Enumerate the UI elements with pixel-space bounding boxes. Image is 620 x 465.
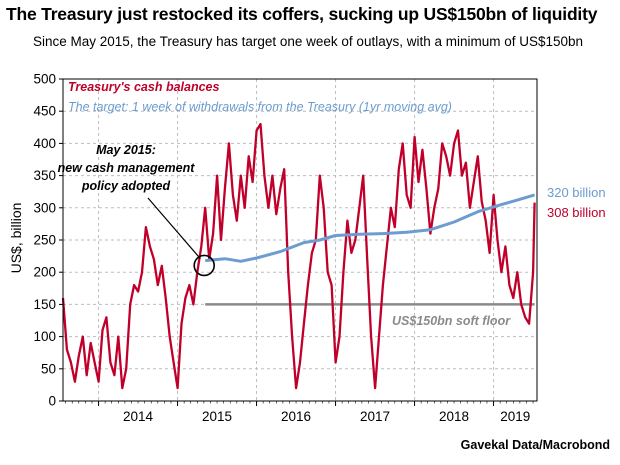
x-tick-label: 2016 (281, 409, 311, 424)
legend-cash-balances: Treasury's cash balances (68, 80, 219, 94)
y-tick-label: 300 (33, 200, 56, 215)
annotation-arrow (147, 197, 201, 259)
y-tick-label: 50 (41, 361, 56, 376)
y-tick-label: 0 (48, 394, 56, 409)
plot-frame (62, 78, 538, 402)
annotation-may-2015: May 2015: new cash management policy adopt… (58, 143, 215, 277)
legend-target: The target: 1 week of withdrawals from t… (68, 100, 452, 114)
series-cash-balances (61, 122, 536, 390)
chart-subtitle: Since May 2015, the Treasury has target … (33, 34, 584, 49)
series-target (205, 193, 536, 263)
y-tick-label: 250 (33, 233, 56, 248)
y-tick-label: 200 (33, 265, 56, 280)
series-lines (61, 122, 536, 390)
annotation-line: policy adopted (81, 179, 171, 193)
floor-label: US$150bn soft floor (392, 314, 511, 328)
y-tick-label: 400 (33, 136, 56, 151)
y-tick-label: 150 (33, 297, 56, 312)
x-tick-label: 2018 (439, 409, 469, 424)
source-note: Gavekal Data/Macrobond (460, 438, 610, 452)
end-label-target: 320 billion (547, 185, 606, 200)
y-axis-label: US$, billion (8, 203, 24, 274)
end-label-cash: 308 billion (547, 205, 606, 220)
annotation-circle (193, 254, 215, 277)
y-tick-label: 500 (33, 72, 56, 87)
x-tick-label: 2019 (500, 409, 530, 424)
annotation-line: May 2015: (96, 143, 156, 157)
y-axis-ticks: 0 50 100 150 200 250 300 350 400 450 500 (33, 72, 63, 409)
chart-title: The Treasury just restocked its coffers,… (6, 4, 598, 24)
y-tick-label: 450 (33, 104, 56, 119)
x-tick-label: 2015 (202, 409, 232, 424)
legend: Treasury's cash balances The target: 1 w… (68, 80, 452, 114)
y-tick-label: 100 (33, 329, 56, 344)
x-tick-label: 2017 (360, 409, 390, 424)
annotation-line: new cash management (58, 161, 196, 175)
x-axis-ticks: 2014 2015 2016 2017 2018 2019 (65, 401, 534, 424)
y-tick-label: 350 (33, 168, 56, 183)
x-tick-label: 2014 (123, 409, 154, 424)
